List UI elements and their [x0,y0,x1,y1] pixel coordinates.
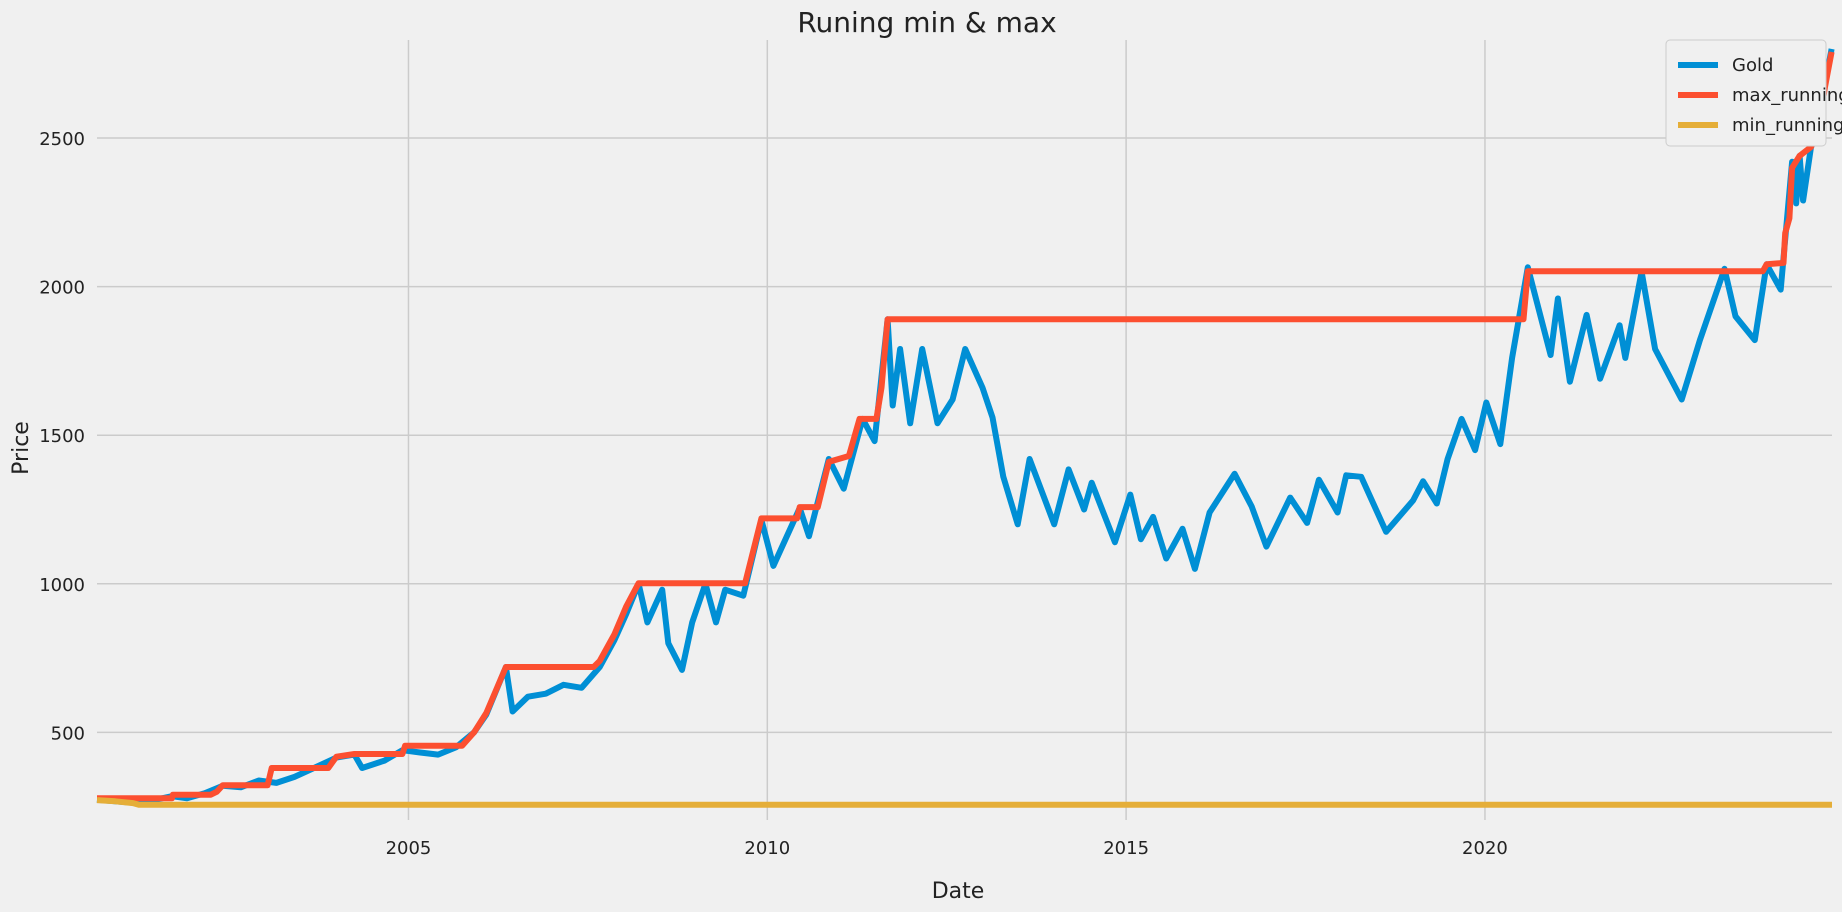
x-axis-label: Date [932,879,985,904]
legend-label: max_running [1732,85,1842,106]
x-tick-label: 2010 [744,838,790,859]
y-tick-label: 1000 [39,575,85,596]
series-line-min-running [96,797,1832,808]
y-axis-label: Price [9,421,34,475]
legend-label: min_running [1732,115,1842,136]
series-line-gold [96,48,1835,806]
y-tick-label: 2000 [39,278,85,299]
series-lines [96,48,1835,808]
series-line-max-running [97,51,1835,802]
y-tick-label: 2500 [39,129,85,150]
legend: Gold max_running min_running [1665,39,1842,147]
legend-label: Gold [1732,55,1773,76]
y-tick-label: 500 [51,723,85,744]
grid [97,40,1832,820]
x-tick-label: 2015 [1103,838,1149,859]
chart-title: Runing min & max [797,6,1056,39]
x-tick-labels: 2005 2010 2015 2020 [386,838,1508,859]
y-tick-label: 1500 [39,426,85,447]
x-tick-label: 2020 [1462,838,1508,859]
y-tick-labels: 500 1000 1500 2000 2500 [39,129,85,744]
x-tick-label: 2005 [386,838,432,859]
